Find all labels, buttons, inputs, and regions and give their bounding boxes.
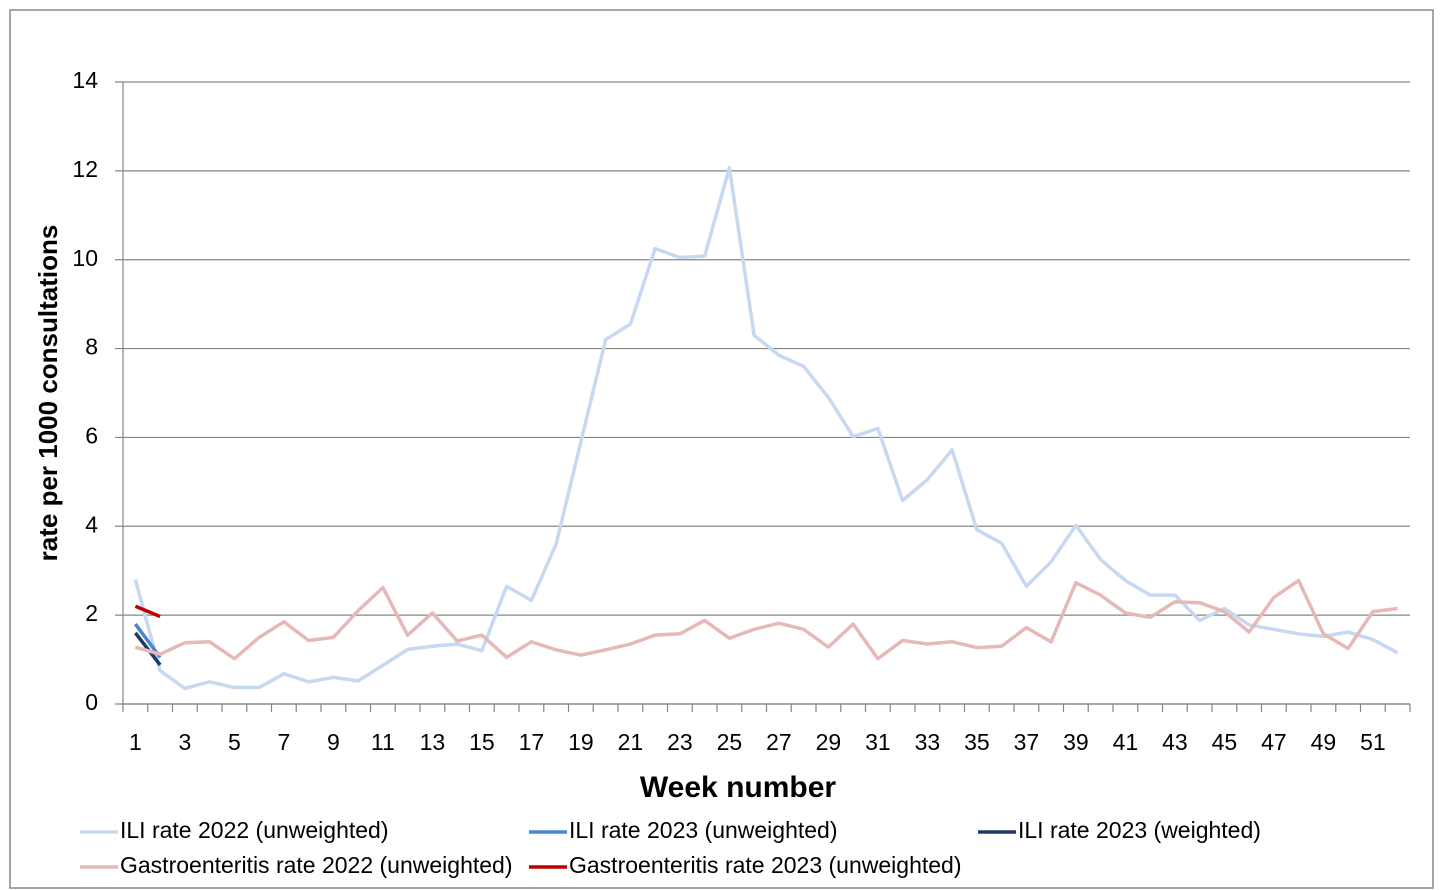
y-tick-label: 6 xyxy=(85,423,98,449)
x-tick-label: 21 xyxy=(618,729,644,755)
y-tick-label: 12 xyxy=(72,156,98,182)
x-tick-label: 49 xyxy=(1311,729,1337,755)
legend-label: ILI rate 2022 (unweighted) xyxy=(120,817,389,843)
legend-label: Gastroenteritis rate 2023 (unweighted) xyxy=(569,852,962,878)
x-tick-label: 11 xyxy=(371,729,395,755)
x-tick-label: 3 xyxy=(178,729,191,755)
series-line xyxy=(133,165,1399,691)
x-tick-label: 9 xyxy=(327,729,340,755)
x-tick-label: 47 xyxy=(1261,729,1287,755)
x-tick-label: 5 xyxy=(228,729,241,755)
x-tick-label: 41 xyxy=(1113,729,1139,755)
x-tick-label: 51 xyxy=(1360,729,1386,755)
x-tick-label: 37 xyxy=(1014,729,1040,755)
x-tick-label: 43 xyxy=(1162,729,1188,755)
x-tick-label: 45 xyxy=(1212,729,1238,755)
y-tick-label: 10 xyxy=(72,245,98,271)
x-tick-label: 39 xyxy=(1063,729,1089,755)
x-tick-label: 25 xyxy=(717,729,743,755)
y-tick-label: 8 xyxy=(85,334,98,360)
series-line xyxy=(134,604,161,619)
x-tick-label: 33 xyxy=(915,729,941,755)
chart-frame xyxy=(9,9,1434,889)
legend-label: Gastroenteritis rate 2022 (unweighted) xyxy=(120,852,513,878)
x-tick-label: 31 xyxy=(865,729,891,755)
x-tick-label: 35 xyxy=(964,729,990,755)
y-tick-label: 0 xyxy=(85,689,98,715)
y-tick-label: 4 xyxy=(85,511,98,537)
x-tick-label: 17 xyxy=(519,729,545,755)
y-axis-label: rate per 1000 consultations xyxy=(33,225,63,562)
x-tick-label: 15 xyxy=(469,729,495,755)
x-tick-label: 7 xyxy=(277,729,290,755)
x-tick-label: 29 xyxy=(816,729,842,755)
x-tick-label: 1 xyxy=(129,729,142,755)
legend-label: ILI rate 2023 (weighted) xyxy=(1018,817,1261,843)
x-tick-label: 23 xyxy=(667,729,693,755)
legend-label: ILI rate 2023 (unweighted) xyxy=(569,817,838,843)
x-axis-label: Week number xyxy=(640,771,836,804)
x-tick-label: 13 xyxy=(420,729,446,755)
y-tick-label: 2 xyxy=(85,600,98,626)
x-tick-label: 19 xyxy=(568,729,594,755)
y-tick-label: 14 xyxy=(72,67,98,93)
series-line xyxy=(134,578,1398,661)
x-tick-label: 27 xyxy=(766,729,792,755)
